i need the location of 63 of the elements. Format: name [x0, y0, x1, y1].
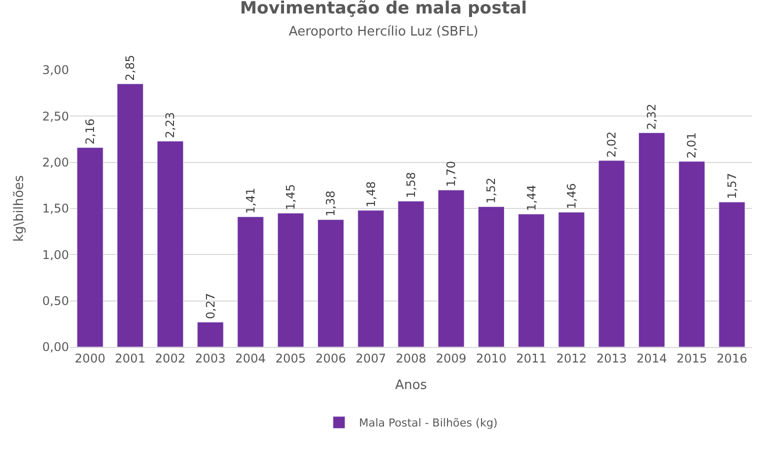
- bar: [678, 161, 706, 347]
- bar: [398, 200, 424, 347]
- bar: [197, 322, 224, 347]
- data-label: 1,48: [364, 181, 378, 208]
- bar: [116, 84, 144, 347]
- data-label: 1,44: [524, 184, 538, 212]
- data-label: 2,01: [684, 132, 699, 158]
- y-tick-label: 0,00: [42, 340, 69, 354]
- x-axis-title: Anos: [395, 378, 428, 393]
- legend-label: Mala Postal - Bilhões (kg): [359, 416, 498, 430]
- data-label: 1,57: [724, 172, 739, 200]
- x-tick-label: 2008: [396, 351, 426, 366]
- data-label: 0,27: [203, 293, 218, 320]
- bar: [76, 147, 104, 347]
- y-tick-label: 1,50: [42, 202, 69, 216]
- x-tick-label: 2009: [436, 351, 466, 366]
- y-tick-label: 1,00: [42, 248, 69, 262]
- bar: [558, 212, 585, 347]
- bar: [518, 214, 545, 347]
- data-label: 1,70: [444, 160, 458, 188]
- bar: [237, 216, 264, 347]
- y-tick-label: 2,50: [42, 109, 69, 124]
- data-label: 2,16: [82, 118, 97, 145]
- x-tick-label: 2004: [235, 351, 266, 366]
- bar: [277, 212, 304, 347]
- x-tick-label: 2016: [716, 351, 748, 366]
- bar: [358, 210, 384, 347]
- data-label: 1,46: [564, 183, 578, 210]
- x-tick-label: 2002: [155, 351, 186, 366]
- x-tick-label: 2006: [315, 351, 346, 366]
- y-tick-label: 3,00: [42, 63, 69, 78]
- data-label: 1,41: [243, 188, 258, 214]
- data-label: 2,32: [644, 104, 659, 130]
- y-tick-label: 2,00: [42, 156, 69, 170]
- chart-subtitle: Aeroporto Hercílio Luz (SBFL): [288, 24, 478, 40]
- data-label: 2,23: [163, 112, 178, 138]
- x-tick-label: 2011: [516, 351, 547, 366]
- data-label: 1,38: [324, 190, 338, 217]
- y-axis-title: kg\bilhões: [12, 174, 28, 242]
- bar: [718, 202, 746, 347]
- bar: [598, 160, 625, 347]
- x-tick-label: 2007: [356, 351, 386, 366]
- bar: [317, 219, 344, 347]
- data-label: 1,58: [404, 172, 418, 198]
- data-label: 2,85: [123, 54, 138, 81]
- x-tick-label: 2014: [636, 351, 667, 366]
- x-tick-label: 2003: [195, 351, 226, 366]
- x-tick-label: 2013: [596, 351, 627, 366]
- x-tick-label: 2015: [676, 351, 708, 366]
- data-label: 2,02: [604, 131, 618, 158]
- y-tick-label: 0,50: [42, 294, 69, 308]
- bar: [157, 140, 184, 347]
- chart-title: Movimentação de mala postal: [240, 0, 528, 18]
- x-tick-label: 2001: [114, 351, 146, 366]
- x-tick-label: 2005: [275, 351, 306, 366]
- x-tick-label: 2012: [556, 351, 587, 366]
- x-tick-label: 2000: [74, 351, 106, 366]
- bar: [638, 132, 665, 347]
- data-label: 1,52: [484, 178, 498, 204]
- x-tick-label: 2010: [476, 351, 507, 366]
- data-label: 1,45: [284, 184, 298, 210]
- bar: [438, 190, 464, 347]
- bar: [478, 206, 505, 347]
